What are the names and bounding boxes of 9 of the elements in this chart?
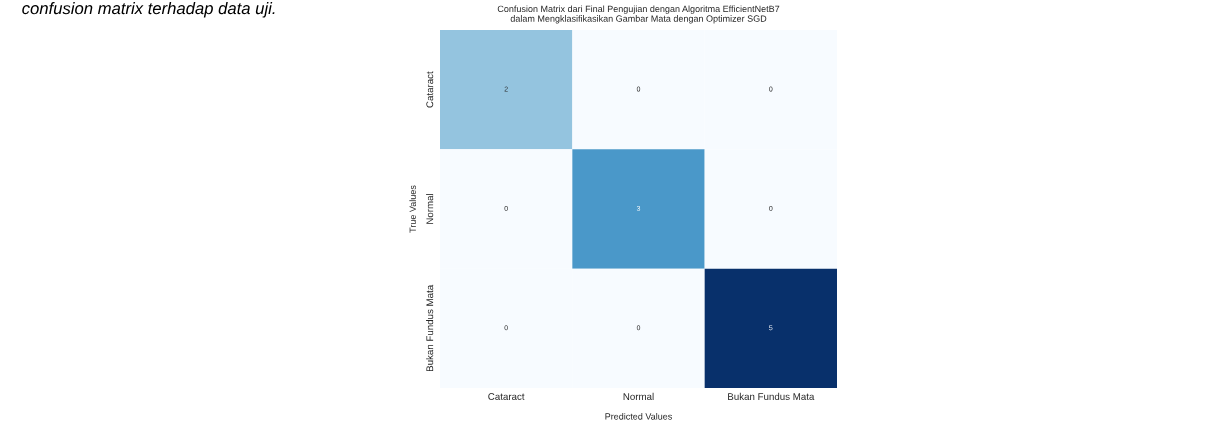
text: confusion matrix terhadap data uji.: [22, 2, 275, 18]
chart-title: Confusion Matrix dari Final Pengujian dengan Algoritma EfficientNetB7 dalam Mengklasifikasikan Gambar Mata dengan Optimizer SGD: [497, 5, 780, 24]
x-axis-title: Predicted Values: [605, 413, 672, 420]
x-tick-label: Cataract: [488, 393, 525, 400]
x-tick-label: Bukan Fundus Mata: [728, 392, 815, 400]
y-axis-title: True Values: [409, 185, 416, 233]
x-tick-label: Normal: [623, 392, 654, 400]
y-tick-label: Cataract: [426, 71, 434, 108]
y-tick-label: Normal: [426, 193, 434, 224]
